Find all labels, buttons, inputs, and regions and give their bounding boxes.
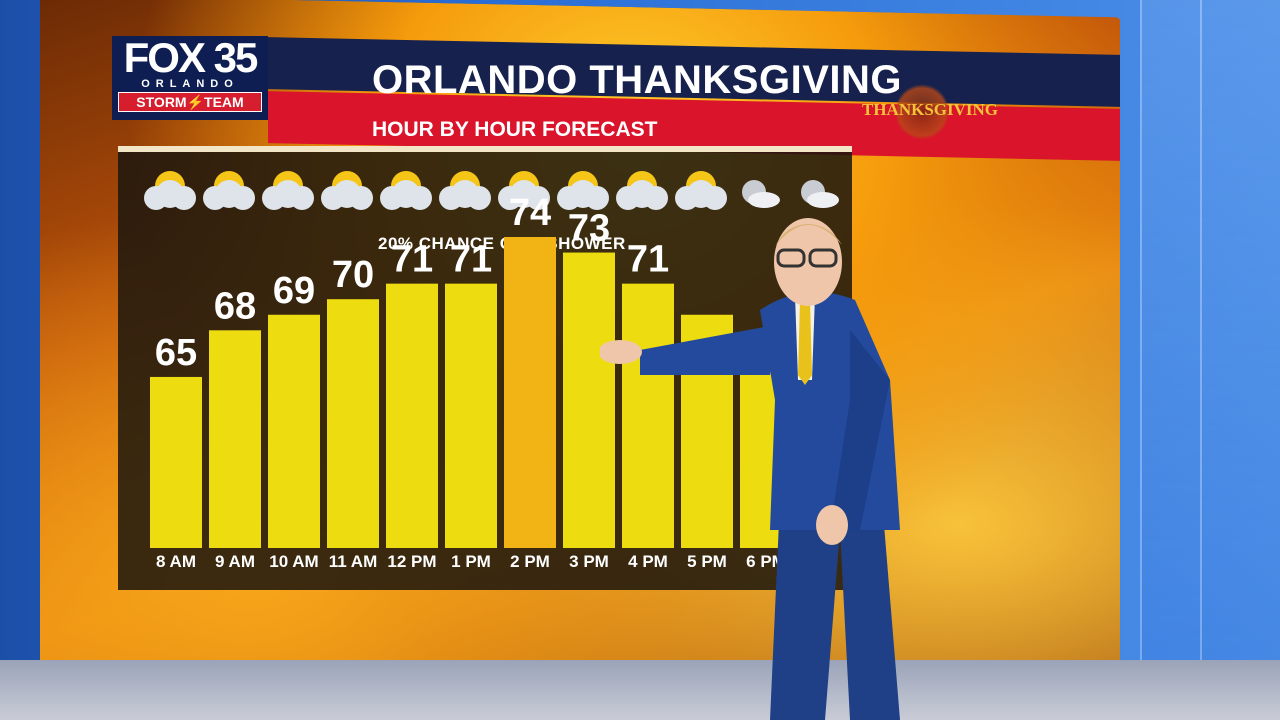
page-title: ORLANDO THANKSGIVING (372, 58, 902, 102)
hour-label: 9 AM (215, 552, 255, 571)
partly-sunny-icon (262, 171, 314, 210)
temperature-value-label: 68 (214, 285, 256, 327)
studio-panel (1140, 0, 1202, 720)
hour-label: 11 AM (329, 552, 378, 571)
chart-accent-line (118, 146, 852, 152)
hour-label: 1 PM (451, 552, 491, 571)
moon-cloud-icon (742, 180, 780, 208)
hour-label: 6 PM (746, 552, 786, 571)
station-name: FOX 35 (123, 34, 259, 81)
partly-sunny-icon (380, 171, 432, 210)
temperature-bar (268, 314, 320, 548)
partly-sunny-icon (144, 171, 196, 210)
page-subtitle: HOUR BY HOUR FORECAST (372, 118, 658, 141)
hour-label: 8 AM (156, 552, 196, 571)
partly-sunny-icon (557, 171, 609, 210)
hour-label: 5 PM (687, 552, 727, 571)
temperature-bar (327, 299, 379, 548)
hour-label: 3 PM (569, 552, 609, 571)
temperature-bar (563, 252, 615, 549)
partly-sunny-icon (439, 171, 491, 210)
studio-panel (1200, 0, 1280, 720)
temperature-value-label: 74 (509, 192, 551, 234)
station-logo: FOX 35 ORLANDO STORM⚡TEAM (112, 36, 268, 120)
partly-sunny-icon (203, 171, 255, 210)
temperature-bar (445, 283, 497, 548)
rain-chance-note: 20% CHANCE OF A SHOWER (378, 234, 626, 253)
temperature-bar (622, 283, 674, 548)
thanksgiving-logo: THANKSGIVING (862, 100, 999, 119)
hour-label: 4 PM (628, 552, 668, 571)
temperature-value-label: 69 (273, 270, 315, 312)
temperature-value-label: 65 (155, 332, 197, 374)
station-city: ORLANDO (141, 78, 239, 90)
hour-label: 2 PM (510, 552, 550, 571)
temperature-value-label: 73 (568, 208, 610, 250)
temperature-bar (150, 376, 202, 548)
temperature-bar (386, 283, 438, 548)
hour-label: 12 PM (387, 552, 436, 571)
partly-sunny-icon (675, 171, 727, 210)
storm-team-badge: STORM⚡TEAM (118, 92, 262, 112)
hour-label: 10 AM (269, 552, 318, 571)
moon-cloud-icon (801, 180, 839, 208)
temperature-bar (504, 237, 556, 548)
turkey-icon (896, 82, 948, 142)
partly-sunny-icon (498, 171, 550, 210)
partly-sunny-icon (321, 171, 373, 210)
temperature-bar (209, 330, 261, 548)
meteorologist (600, 218, 900, 720)
temperature-value-label: 71 (627, 239, 669, 281)
temperature-value-label: 70 (332, 254, 374, 296)
temperature-value-label: 71 (391, 239, 433, 281)
temperature-value-label: 71 (450, 239, 492, 281)
partly-sunny-icon (616, 171, 668, 210)
studio-floor (0, 660, 1280, 720)
